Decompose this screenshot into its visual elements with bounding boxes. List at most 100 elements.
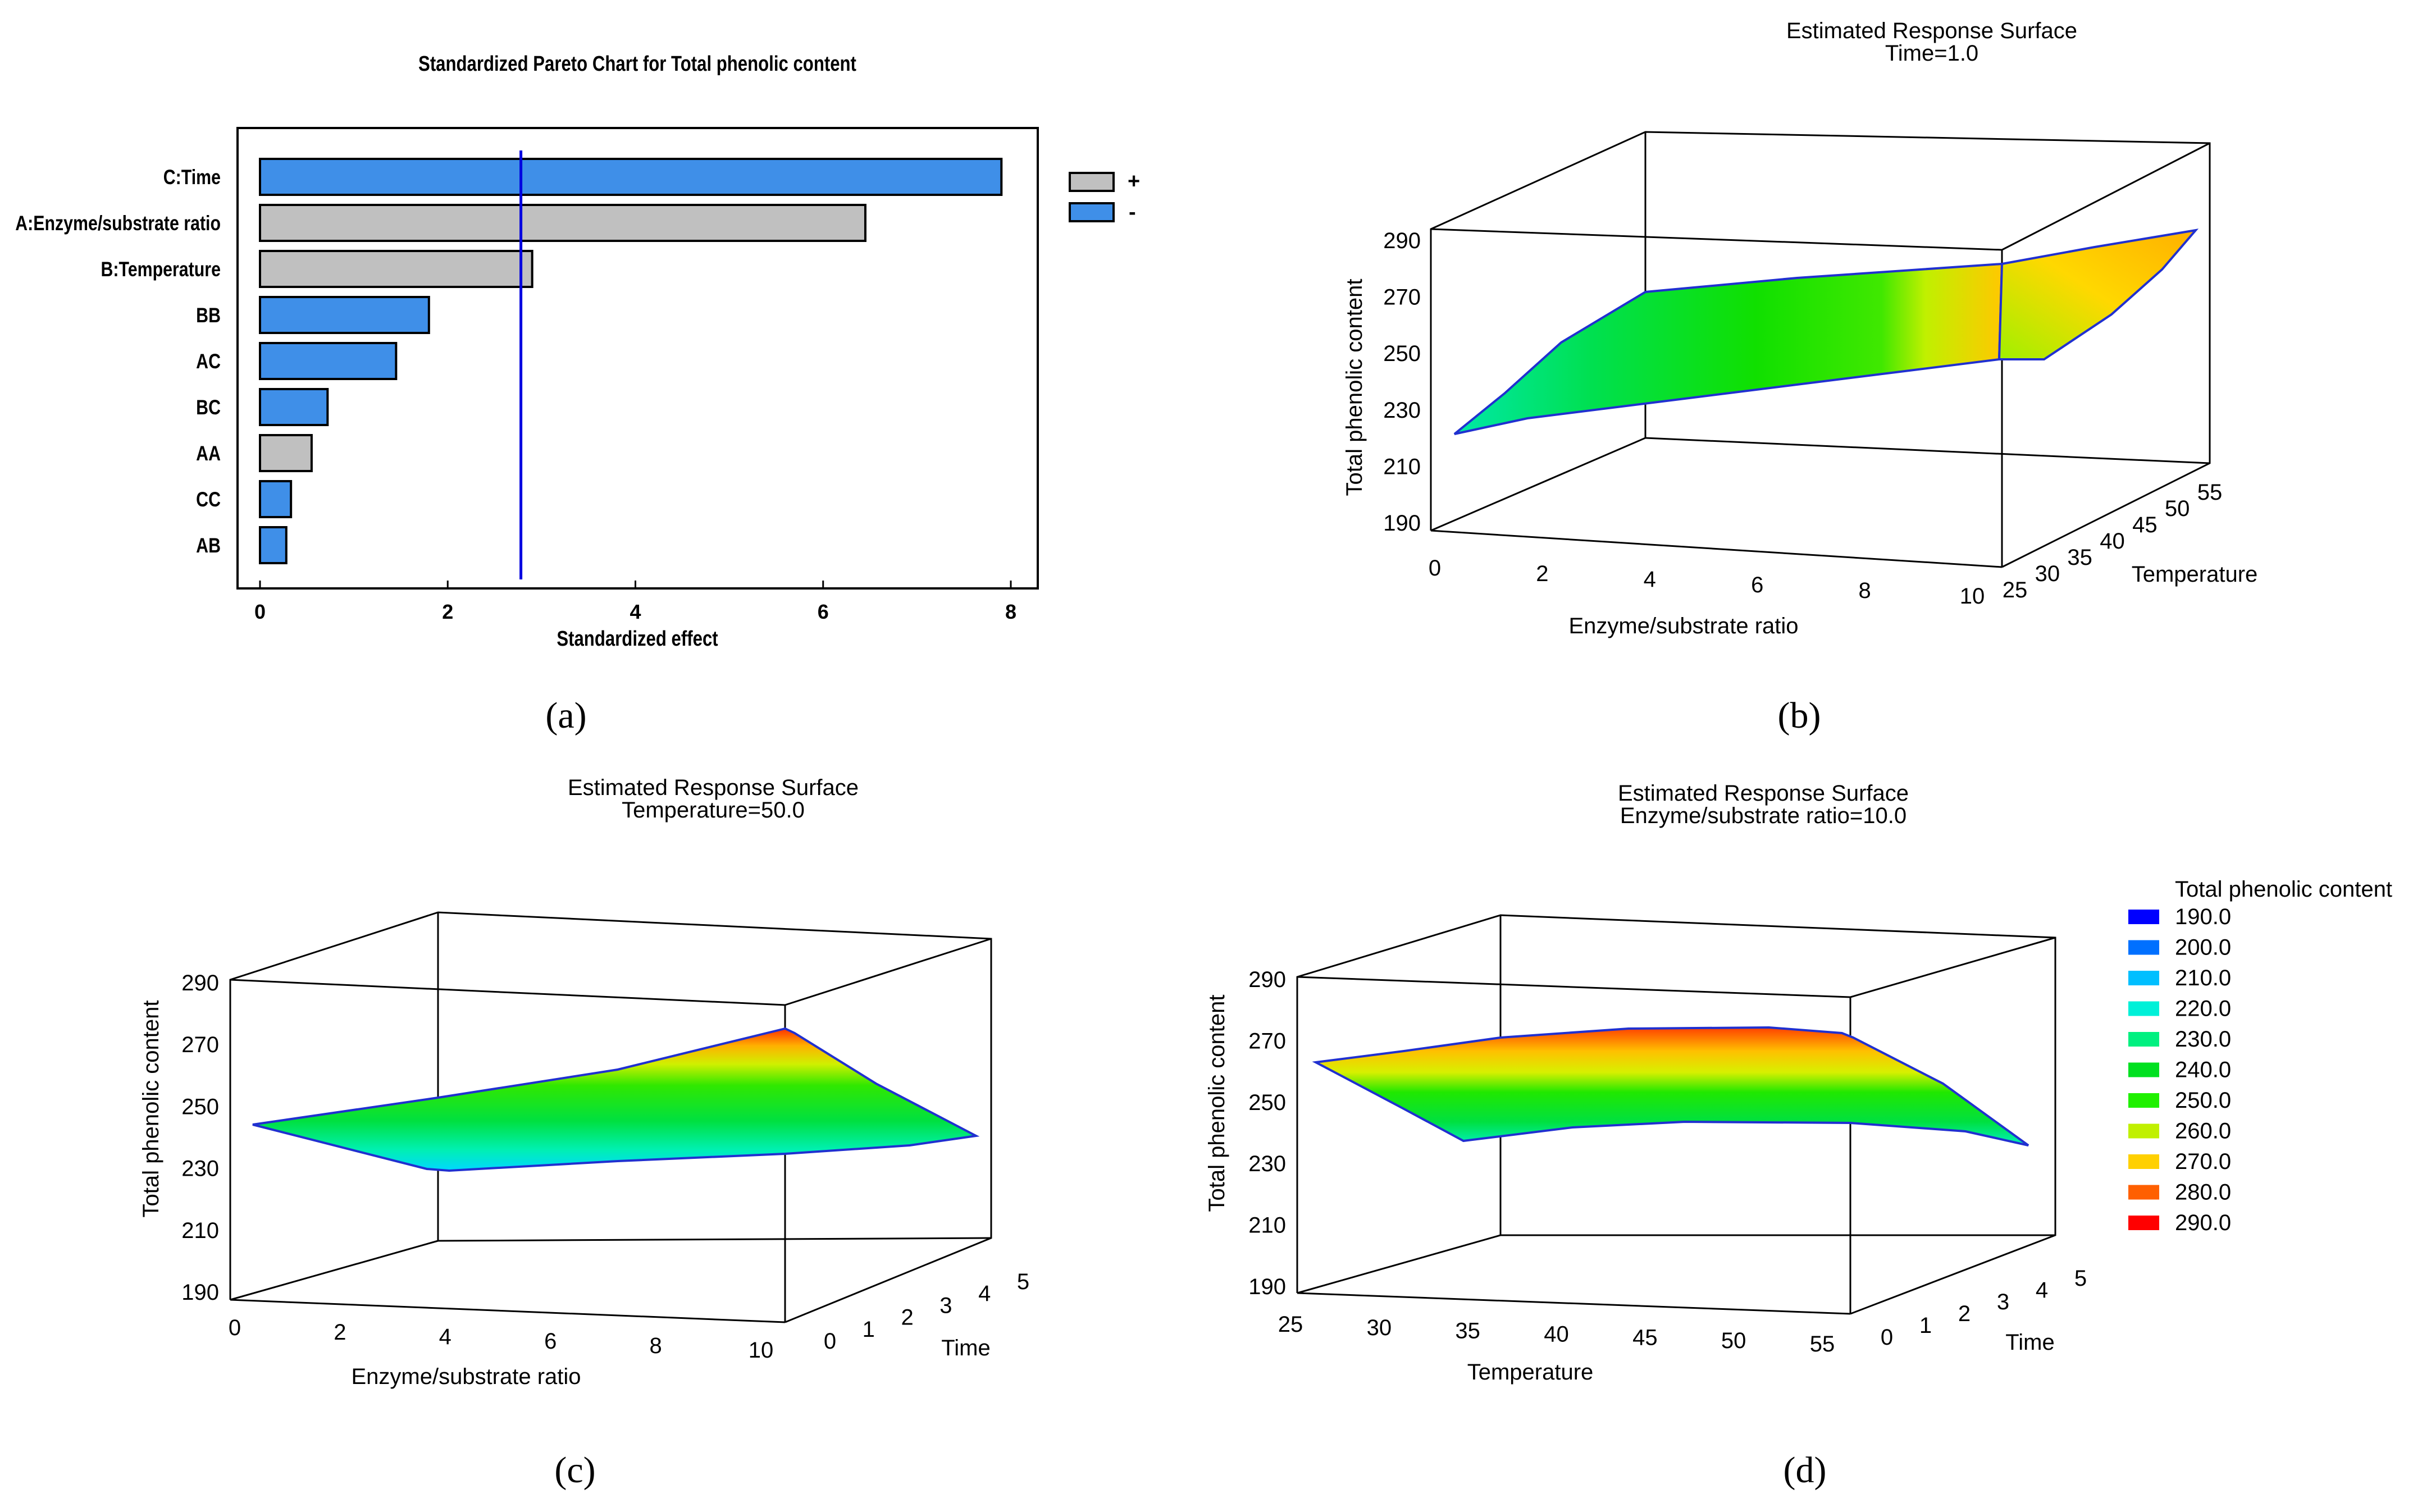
y-tick-label: 45 <box>2132 513 2158 537</box>
surface-legend-swatch <box>2128 1123 2159 1139</box>
pareto-category-label: BB <box>196 304 221 327</box>
panel-label-b: (b) <box>1778 695 1821 736</box>
surface-b-z-axis-label: Total phenolic content <box>1342 279 1367 496</box>
surface-legend-swatch <box>2128 940 2159 955</box>
y-tick-label: 4 <box>2036 1278 2048 1303</box>
x-tick-label: 50 <box>1721 1328 1746 1353</box>
pareto-tick-label: 2 <box>442 600 453 623</box>
surface-b-box <box>1430 131 2211 568</box>
surface-legend-swatch <box>2128 1185 2159 1200</box>
x-tick-label: 2 <box>334 1320 346 1345</box>
surface-legend-swatch <box>2128 971 2159 985</box>
x-tick-label: 10 <box>749 1338 774 1363</box>
pareto-x-ticks: 0 2 4 6 8 <box>254 581 1016 623</box>
pareto-plot-frame <box>236 127 1039 590</box>
surface-legend-label: 240.0 <box>2175 1058 2231 1082</box>
surface-d-title: Estimated Response Surface <box>1618 781 1909 806</box>
surface-legend-swatch <box>2128 910 2159 924</box>
surface-legend-label: 200.0 <box>2175 935 2231 960</box>
y-tick-label: 2 <box>901 1305 913 1330</box>
y-tick-label: 5 <box>1017 1269 1029 1294</box>
y-tick-label: 30 <box>2035 561 2060 586</box>
z-tick-label: 290 <box>1383 229 1421 253</box>
surface-b-x-ticks: 0 2 4 6 8 10 <box>1429 556 1985 609</box>
surface-legend-label: 250.0 <box>2175 1088 2231 1113</box>
y-tick-label: 50 <box>2165 496 2190 521</box>
surface-legend-swatch <box>2128 1154 2159 1169</box>
z-tick-label: 290 <box>1248 967 1286 992</box>
surface-c-y-axis-label: Time <box>941 1336 990 1360</box>
x-tick-label: 0 <box>229 1315 241 1340</box>
x-tick-label: 45 <box>1632 1325 1658 1350</box>
pareto-tick-label: 8 <box>1005 600 1016 623</box>
y-tick-label: 0 <box>824 1329 836 1354</box>
surface-legend-swatch <box>2128 1062 2159 1077</box>
pareto-tick-label: 6 <box>818 600 829 623</box>
z-tick-label: 210 <box>181 1218 219 1243</box>
z-tick-label: 230 <box>181 1157 219 1181</box>
pareto-bar <box>259 526 288 564</box>
surface-b-z-ticks: 190 210 230 250 270 290 <box>1383 229 1421 536</box>
pareto-category-label: B:Temperature <box>101 258 221 281</box>
y-tick-label: 4 <box>978 1281 991 1306</box>
panel-label-d: (d) <box>1784 1450 1827 1491</box>
x-tick-label: 4 <box>439 1324 451 1349</box>
surface-b-title: Estimated Response Surface <box>1786 19 2077 43</box>
x-tick-label: 2 <box>1536 561 1548 586</box>
surface-c <box>252 1027 980 1172</box>
z-tick-label: 210 <box>1248 1213 1286 1238</box>
pareto-bar <box>259 434 313 472</box>
surface-b-subtitle: Time=1.0 <box>1885 41 1978 66</box>
x-tick-label: 0 <box>1429 556 1441 581</box>
pareto-category-label: AA <box>196 442 221 465</box>
surface-c-y-ticks: 0 1 2 3 4 5 <box>824 1269 1029 1354</box>
z-tick-label: 270 <box>1248 1029 1286 1053</box>
pareto-bar <box>259 342 398 380</box>
x-tick-label: 6 <box>544 1329 557 1354</box>
y-tick-label: 0 <box>1881 1325 1893 1350</box>
z-tick-label: 190 <box>1383 511 1421 536</box>
z-tick-label: 250 <box>181 1094 219 1119</box>
surface-c-x-axis-label: Enzyme/substrate ratio <box>351 1364 581 1389</box>
surface-legend-swatch <box>2128 1001 2159 1016</box>
x-tick-label: 8 <box>1858 578 1871 603</box>
pareto-bar <box>259 250 533 288</box>
pareto-bar <box>259 158 1003 196</box>
y-tick-label: 55 <box>2197 480 2223 505</box>
panel-c: Estimated Response Surface Temperature=5… <box>139 775 1029 1491</box>
surface-legend-label: 210.0 <box>2175 966 2231 990</box>
surface-c-z-ticks: 190 210 230 250 270 290 <box>181 971 219 1305</box>
pareto-category-label: C:Time <box>163 166 221 189</box>
pareto-tick-label: 0 <box>254 600 266 623</box>
surface-legend-label: 280.0 <box>2175 1180 2231 1205</box>
pareto-category-label: AC <box>196 350 221 373</box>
surface-d-x-axis-label: Temperature <box>1467 1360 1594 1385</box>
x-tick-label: 25 <box>1278 1312 1303 1337</box>
surface-b <box>1453 262 2004 435</box>
pareto-category-labels: C:Time A:Enzyme/substrate ratio B:Temperat… <box>15 166 221 558</box>
surface-legend-label: 230.0 <box>2175 1027 2231 1052</box>
surface-d-y-ticks: 0 1 2 3 4 5 <box>1881 1266 2087 1350</box>
surface-c-box <box>229 911 992 1323</box>
surface-d-subtitle: Enzyme/substrate ratio=10.0 <box>1620 803 1907 828</box>
surface-legend-label: 220.0 <box>2175 997 2231 1021</box>
z-tick-label: 190 <box>181 1280 219 1305</box>
pareto-bar <box>259 388 329 426</box>
surface-legend-items: 190.0 200.0 210.0 220.0 230.0 240.0 250.0 260.0… <box>2128 905 2231 1235</box>
surface-b-y-ticks: 25 30 35 40 45 50 55 <box>2003 480 2223 602</box>
pareto-bar <box>259 480 293 518</box>
y-tick-label: 1 <box>863 1317 875 1342</box>
surface-d <box>1312 1026 2029 1146</box>
surface-legend-label: 190.0 <box>2175 905 2231 929</box>
surface-d-z-axis-label: Total phenolic content <box>1205 995 1229 1212</box>
y-tick-label: 5 <box>2074 1266 2087 1291</box>
z-tick-label: 270 <box>1383 285 1421 310</box>
panel-d: Estimated Response Surface Enzyme/substr… <box>1205 781 2087 1491</box>
surface-legend-swatch <box>2128 1216 2159 1230</box>
surface-d-x-ticks: 25 30 35 40 45 50 55 <box>1278 1312 1835 1356</box>
surface-d-z-ticks: 190 210 230 250 270 290 <box>1248 967 1286 1299</box>
surface-legend-label: 270.0 <box>2175 1149 2231 1174</box>
y-tick-label: 3 <box>1997 1290 2009 1314</box>
pareto-legend: + - <box>1069 170 1140 224</box>
